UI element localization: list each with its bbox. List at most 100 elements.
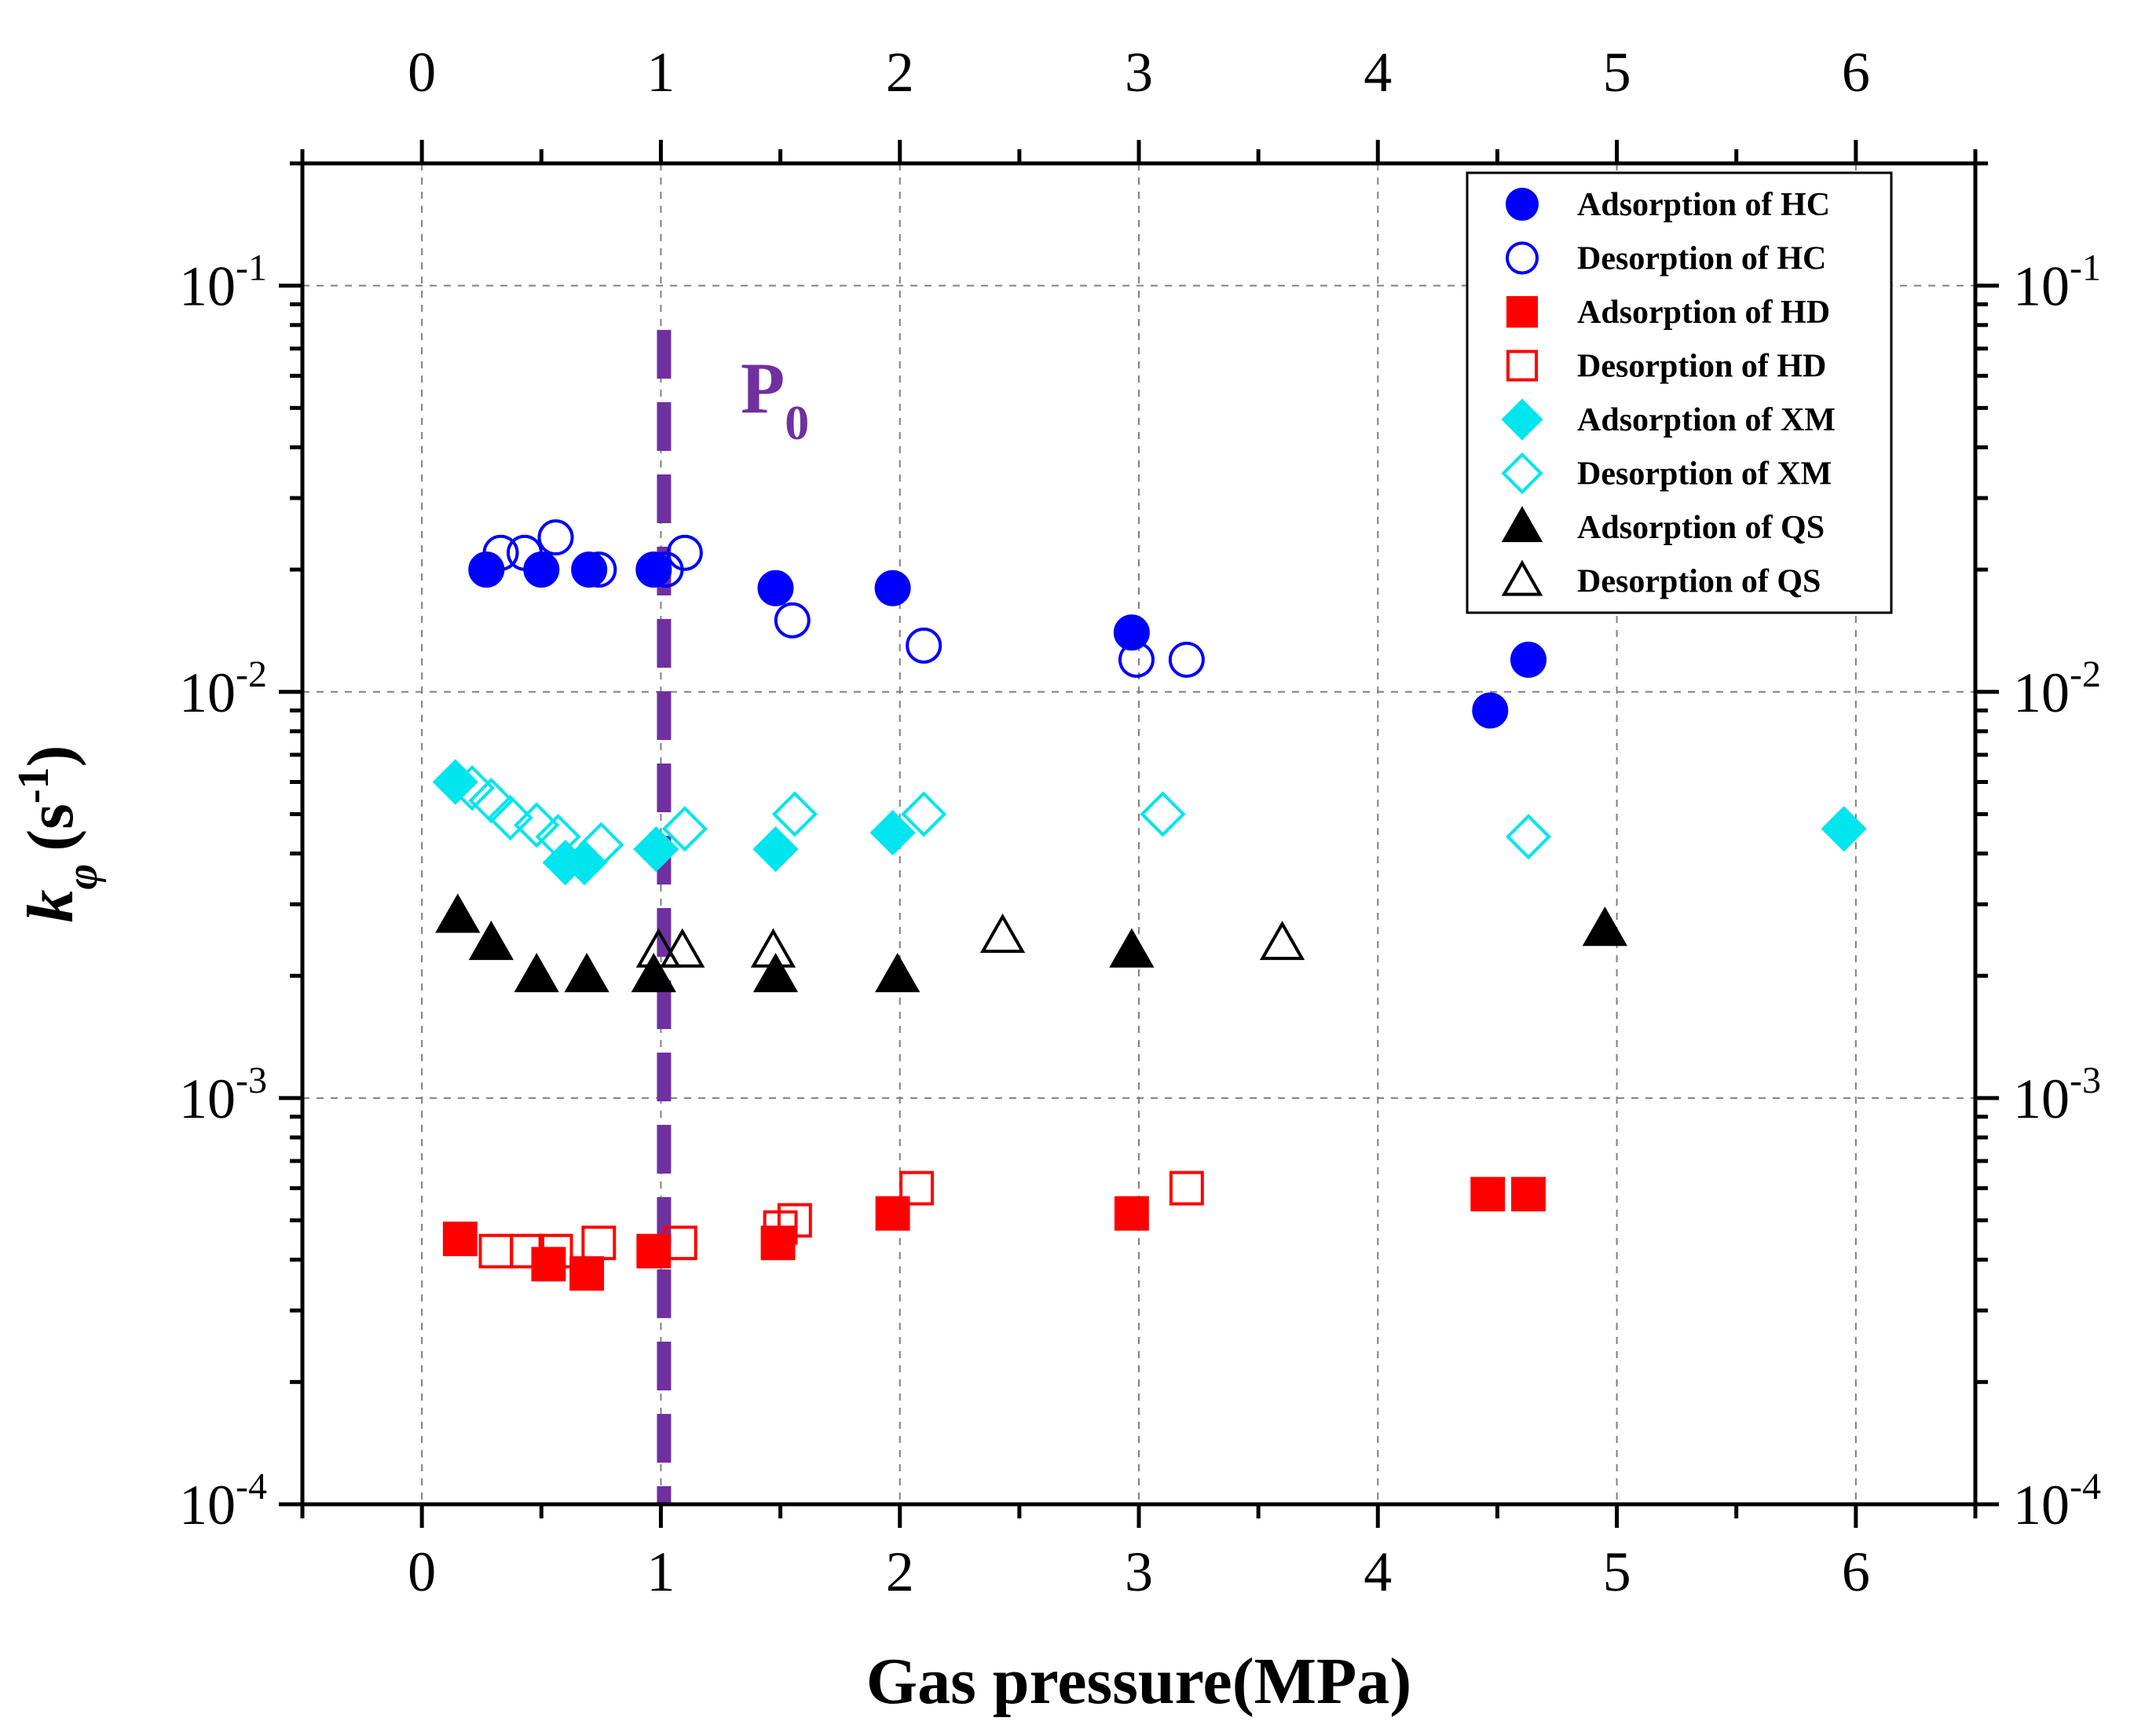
point-desorption-of-hd: [510, 1233, 544, 1269]
x-tick-label-top: 4: [1363, 41, 1392, 104]
point-adsorption-of-hc: [1510, 641, 1547, 678]
point-adsorption-of-qs: [1109, 928, 1155, 968]
point-adsorption-of-xm: [561, 839, 608, 886]
point-desorption-of-xm: [901, 791, 947, 837]
y-tick-base: 10: [179, 1474, 236, 1536]
point-desorption-of-xm: [514, 802, 560, 848]
point-desorption-of-qs: [750, 928, 796, 968]
point-desorption-of-hd: [1169, 1170, 1204, 1206]
point-adsorption-of-hd: [531, 1247, 566, 1282]
x-tick-label-top: 0: [408, 41, 436, 104]
legend-marker-adsorption-of-hd: [1506, 295, 1539, 328]
legend-marker-desorption-of-qs: [1501, 559, 1543, 596]
y-axis-title-exponent: -1: [9, 767, 58, 804]
legend-label-adsorption-of-hd: Adsorption of HD: [1577, 295, 1830, 331]
point-desorption-of-hc: [666, 534, 703, 571]
axis-ticks: [279, 140, 1999, 1528]
x-tick-label: 4: [1363, 1540, 1392, 1603]
point-desorption-of-hc: [580, 551, 617, 588]
y-tick-exponent: -1: [2070, 247, 2101, 289]
y-tick-exponent: -4: [2070, 1466, 2101, 1507]
x-tick-label-top: 6: [1842, 41, 1870, 104]
y-tick-label-right: 10-2: [2013, 654, 2101, 724]
x-tick-label-top: 2: [886, 41, 914, 104]
point-desorption-of-hd: [777, 1203, 812, 1238]
x-tick-label: 1: [646, 1540, 675, 1603]
point-desorption-of-hc: [906, 627, 943, 664]
legend-label-desorption-of-hc: Desorption of HC: [1577, 241, 1826, 277]
p0-annotation-label: P: [741, 348, 785, 428]
point-desorption-of-hd: [581, 1225, 617, 1261]
y-axis-title-symbol: k: [14, 890, 87, 923]
legend-label-adsorption-of-qs: Adsorption of QS: [1577, 510, 1825, 546]
point-desorption-of-hc: [537, 519, 574, 556]
y-tick-label: 10-1: [179, 247, 267, 318]
point-desorption-of-xm: [1140, 791, 1186, 837]
legend-box: [1466, 171, 1893, 614]
series-desorption-of-xm: [448, 765, 1552, 868]
point-adsorption-of-hc: [1472, 692, 1509, 729]
x-tick-label-top: 1: [646, 41, 675, 104]
point-desorption-of-hc: [482, 534, 519, 571]
point-adsorption-of-qs: [468, 921, 514, 961]
x-tick-label: 2: [886, 1540, 914, 1603]
point-desorption-of-hd: [538, 1233, 573, 1269]
y-tick-base: 10: [2013, 1474, 2070, 1536]
point-desorption-of-xm: [578, 822, 624, 868]
y-tick-label: 10-4: [179, 1466, 267, 1536]
legend-label-adsorption-of-xm: Adsorption of XM: [1577, 402, 1836, 438]
x-tick-labels-bottom: 0 1 2 3 4 5 6: [408, 1540, 1870, 1603]
legend-marker-desorption-of-hc: [1506, 241, 1539, 275]
p0-annotation: P0: [741, 348, 809, 450]
p0-annotation-subscript: 0: [785, 397, 809, 450]
point-adsorption-of-qs: [875, 952, 921, 993]
y-tick-exponent: -1: [236, 247, 267, 289]
y-tick-base: 10: [179, 661, 236, 724]
point-adsorption-of-hd: [569, 1256, 605, 1291]
point-desorption-of-qs: [979, 913, 1026, 954]
legend-marker-adsorption-of-hc: [1506, 188, 1539, 221]
legend-label-desorption-of-xm: Desorption of XM: [1577, 456, 1832, 493]
y-tick-label: 10-3: [179, 1060, 267, 1130]
series-adsorption-of-hc: [468, 551, 1547, 729]
y-tick-base: 10: [2013, 255, 2070, 318]
point-adsorption-of-qs: [1582, 906, 1628, 947]
x-axis-title: Gas pressure(MPa): [866, 1645, 1411, 1718]
y-axis-title: kφ (s-1): [9, 745, 107, 922]
point-adsorption-of-hc: [635, 551, 672, 588]
y-tick-base: 10: [2013, 1068, 2070, 1130]
point-desorption-of-qs: [1259, 921, 1305, 961]
point-desorption-of-xm: [535, 814, 581, 860]
x-tick-label: 6: [1842, 1540, 1870, 1603]
y-tick-label-right: 10-3: [2013, 1060, 2101, 1130]
point-desorption-of-hd: [662, 1225, 697, 1261]
legend-label-desorption-of-qs: Desorption of QS: [1577, 564, 1821, 600]
x-tick-label-top: 5: [1603, 41, 1631, 104]
point-desorption-of-xm: [448, 765, 496, 811]
y-tick-label: 10-2: [179, 654, 267, 724]
x-tick-label: 0: [408, 1540, 436, 1603]
y-axis-title-units: (s: [14, 804, 87, 852]
point-desorption-of-hc: [1168, 641, 1205, 678]
y-axis-title-close: ): [14, 745, 87, 767]
series-adsorption-of-qs: [435, 893, 1628, 993]
point-adsorption-of-qs: [435, 893, 481, 933]
point-desorption-of-xm: [661, 806, 708, 852]
point-desorption-of-xm: [487, 794, 533, 841]
point-desorption-of-qs: [660, 928, 705, 968]
point-adsorption-of-hd: [1114, 1196, 1149, 1231]
legend-marker-desorption-of-xm: [1501, 452, 1543, 495]
y-tick-base: 10: [179, 255, 236, 318]
legend-marker-adsorption-of-qs: [1501, 506, 1543, 543]
point-adsorption-of-hc: [874, 570, 911, 606]
series-desorption-of-hc: [482, 519, 1205, 678]
series-desorption-of-hd: [478, 1170, 1204, 1269]
y-tick-exponent: -3: [236, 1060, 267, 1101]
legend-label-adsorption-of-hc: Adsorption of HC: [1577, 187, 1830, 223]
point-adsorption-of-hc: [571, 551, 608, 588]
legend: Adsorption of HC Desorption of HC Adsorpti…: [1466, 171, 1893, 614]
point-adsorption-of-qs: [564, 952, 609, 993]
y-tick-labels-left: 10-410-310-210-1: [179, 247, 267, 1536]
y-tick-label-right: 10-1: [2013, 247, 2101, 318]
